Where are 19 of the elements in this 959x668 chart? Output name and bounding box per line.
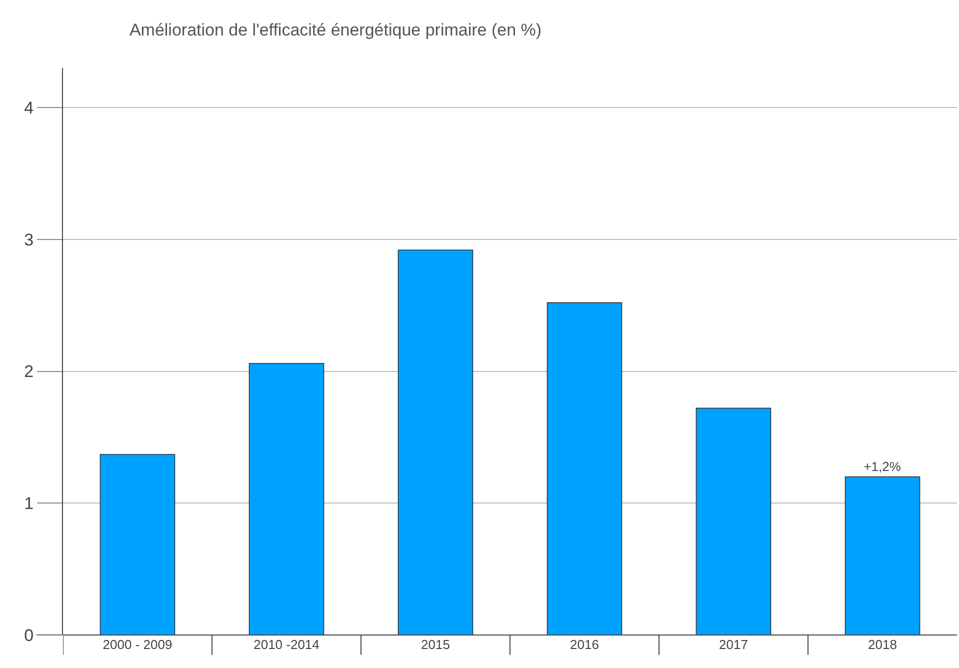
y-tick-label: 3 [24, 230, 34, 250]
bar [248, 362, 324, 635]
x-tick-label: 2000 - 2009 [102, 637, 172, 652]
bar [100, 454, 176, 635]
bar [696, 408, 772, 635]
x-tick-label: 2016 [570, 637, 599, 652]
chart-title: Amélioration de l'efficacité énergétique primaire (en %) [129, 20, 542, 40]
bar [844, 476, 920, 635]
y-tick-label: 2 [24, 362, 34, 382]
y-tick-label: 1 [24, 494, 34, 514]
x-tick-label: 2010 -2014 [254, 637, 320, 652]
x-tick-label: 2015 [421, 637, 450, 652]
bar [546, 302, 622, 635]
x-tick-label: 2017 [719, 637, 748, 652]
bar [398, 250, 474, 635]
y-tick-label: 0 [24, 626, 34, 645]
data-label: +1,2% [864, 458, 902, 474]
y-tick-label: 4 [24, 98, 34, 118]
x-tick-label: 2018 [868, 637, 897, 652]
